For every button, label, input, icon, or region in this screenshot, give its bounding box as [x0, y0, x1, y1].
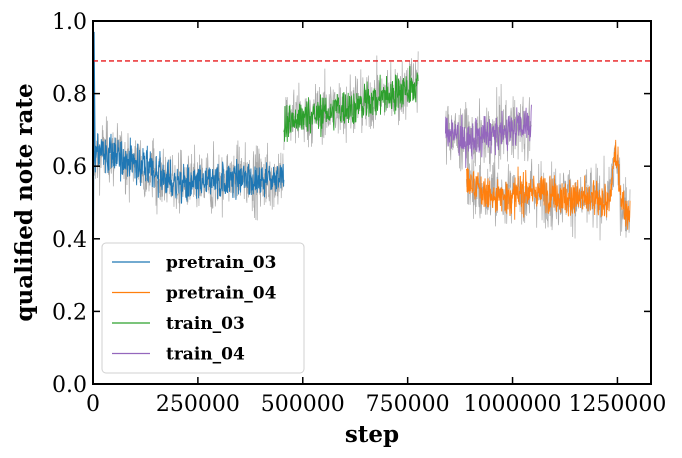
legend-box [101, 242, 305, 374]
tick-layer: 0 250000 500000 750000 1000000 1250000 0.0 0.2 0… [52, 10, 666, 417]
series-line-pretrain_04 [465, 139, 631, 230]
x-tick-label: 250000 [156, 392, 240, 417]
raw-signal-layer [92, 51, 631, 241]
legend-label-pretrain_04: pretrain_04 [166, 284, 277, 304]
x-axis-title: step [345, 421, 399, 448]
y-tick-label: 0.6 [52, 155, 87, 180]
legend-label-train_04: train_04 [166, 345, 245, 365]
legend: pretrain_03 pretrain_04 train_03 train_04 [101, 242, 305, 374]
raw-line-pretrain_03 [92, 116, 285, 221]
series-line-train_04 [444, 104, 532, 168]
series-line-train_03 [283, 66, 419, 142]
series-line-pretrain_03 [92, 133, 285, 204]
y-tick-label: 1.0 [52, 10, 87, 35]
legend-label-train_03: train_03 [166, 314, 245, 334]
x-tick-label: 1250000 [568, 392, 666, 417]
plot-frame [92, 20, 652, 385]
y-tick-label: 0.8 [52, 83, 87, 108]
y-tick-label: 0.4 [52, 228, 87, 253]
legend-label-pretrain_03: pretrain_03 [166, 253, 276, 273]
x-tick-label: 1000000 [464, 392, 562, 417]
x-tick-label: 750000 [366, 392, 450, 417]
x-tick-label: 500000 [261, 392, 345, 417]
x-tick-label: 0 [86, 392, 100, 417]
y-tick-label: 0.0 [52, 373, 87, 398]
y-axis-title: qualified note rate [11, 83, 38, 321]
y-tick-label: 0.2 [52, 300, 87, 325]
